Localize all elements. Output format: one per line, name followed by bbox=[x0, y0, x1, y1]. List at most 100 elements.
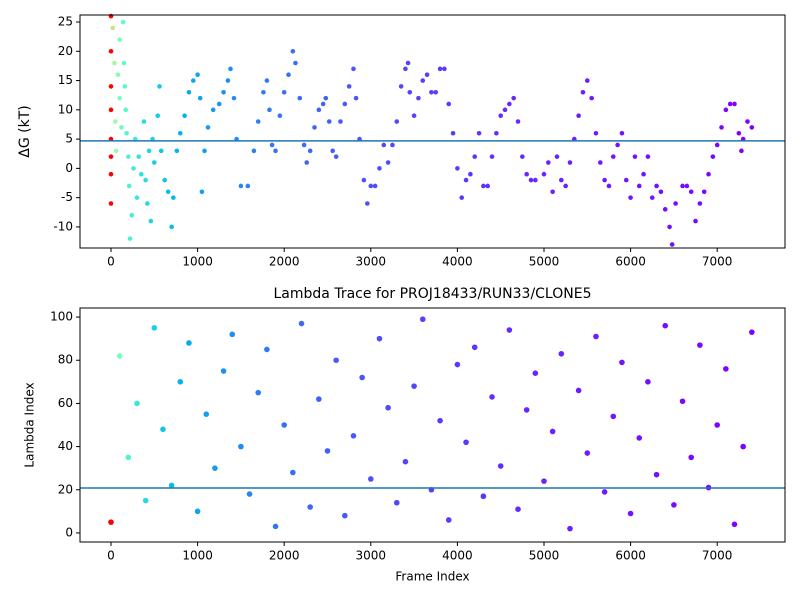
data-point bbox=[307, 148, 313, 154]
axes-frame bbox=[79, 14, 786, 249]
data-point bbox=[377, 166, 382, 171]
data-point bbox=[116, 353, 123, 359]
data-point bbox=[394, 119, 400, 124]
data-point bbox=[632, 154, 638, 159]
data-point bbox=[126, 183, 132, 189]
data-point bbox=[171, 195, 176, 200]
data-point bbox=[177, 379, 184, 385]
data-point bbox=[123, 107, 129, 113]
data-point bbox=[463, 439, 469, 446]
data-point bbox=[281, 89, 287, 95]
data-point bbox=[126, 154, 131, 159]
data-point bbox=[667, 224, 672, 230]
data-point bbox=[293, 60, 298, 66]
data-point bbox=[745, 119, 750, 124]
data-point bbox=[575, 387, 582, 394]
data-point bbox=[450, 130, 456, 136]
data-point bbox=[124, 130, 129, 136]
data-point bbox=[628, 195, 633, 200]
y-tick-label: 40 bbox=[58, 439, 73, 453]
data-point bbox=[739, 148, 744, 154]
data-point bbox=[143, 177, 148, 183]
data-point bbox=[316, 396, 322, 402]
data-point bbox=[732, 101, 737, 107]
x-tick-label: 4000 bbox=[442, 549, 473, 563]
data-point bbox=[146, 148, 152, 154]
data-point bbox=[381, 142, 387, 148]
data-point bbox=[498, 113, 503, 118]
data-point bbox=[298, 320, 305, 327]
y-tick-label: 20 bbox=[58, 482, 73, 496]
data-point bbox=[497, 463, 504, 469]
data-point bbox=[264, 346, 270, 353]
data-point bbox=[528, 177, 534, 183]
data-point bbox=[442, 66, 447, 72]
data-point bbox=[108, 107, 114, 113]
data-point bbox=[567, 160, 573, 165]
data-point bbox=[342, 101, 348, 107]
data-point bbox=[195, 72, 200, 78]
data-point bbox=[429, 89, 434, 95]
data-point bbox=[131, 166, 136, 171]
data-point bbox=[177, 130, 183, 136]
data-point bbox=[210, 107, 216, 113]
data-point bbox=[749, 329, 755, 335]
data-point bbox=[481, 183, 486, 189]
data-point bbox=[168, 482, 175, 489]
data-point bbox=[186, 89, 192, 95]
x-tick-label: 3000 bbox=[356, 255, 387, 269]
data-point bbox=[108, 519, 114, 525]
data-point bbox=[246, 491, 253, 497]
data-point bbox=[108, 84, 114, 89]
data-point bbox=[127, 236, 133, 241]
data-point bbox=[606, 183, 612, 189]
data-point bbox=[190, 78, 196, 83]
data-point bbox=[245, 183, 251, 189]
x-tick-label: 7000 bbox=[702, 255, 733, 269]
data-point bbox=[108, 171, 114, 177]
data-point bbox=[320, 101, 326, 107]
data-point bbox=[221, 89, 226, 95]
data-point bbox=[524, 171, 529, 177]
data-point bbox=[558, 350, 565, 357]
y-tick-label: 10 bbox=[58, 102, 73, 116]
data-point bbox=[367, 476, 374, 482]
data-point bbox=[376, 335, 383, 342]
data-point bbox=[471, 344, 478, 351]
data-point bbox=[333, 357, 339, 364]
data-point bbox=[108, 154, 114, 159]
data-point bbox=[333, 154, 339, 159]
data-point bbox=[584, 78, 590, 83]
data-point bbox=[113, 148, 119, 154]
data-point bbox=[199, 189, 205, 195]
data-point bbox=[361, 177, 367, 183]
data-point bbox=[202, 148, 207, 154]
x-tick-label: 3000 bbox=[356, 549, 387, 563]
data-point bbox=[454, 361, 461, 368]
data-point bbox=[281, 422, 287, 428]
data-point bbox=[312, 125, 317, 130]
data-point bbox=[489, 154, 495, 159]
data-point bbox=[350, 432, 357, 439]
data-point bbox=[286, 72, 291, 78]
data-point bbox=[511, 95, 516, 101]
data-point bbox=[502, 107, 508, 113]
data-point bbox=[576, 113, 581, 118]
data-point bbox=[673, 201, 678, 206]
data-point bbox=[736, 130, 742, 136]
data-point bbox=[338, 119, 343, 124]
data-point bbox=[113, 119, 118, 124]
x-tick-label: 4000 bbox=[442, 255, 473, 269]
data-point bbox=[554, 154, 560, 159]
data-point bbox=[108, 201, 114, 206]
x-tick-label: 1000 bbox=[182, 255, 213, 269]
data-point bbox=[155, 113, 161, 118]
data-point bbox=[134, 195, 140, 200]
data-point bbox=[520, 154, 525, 159]
data-point bbox=[169, 224, 174, 230]
data-point bbox=[152, 160, 157, 165]
y-axis-label: ΔG (kT) bbox=[17, 105, 33, 157]
data-point bbox=[515, 119, 521, 124]
data-point bbox=[680, 183, 685, 189]
